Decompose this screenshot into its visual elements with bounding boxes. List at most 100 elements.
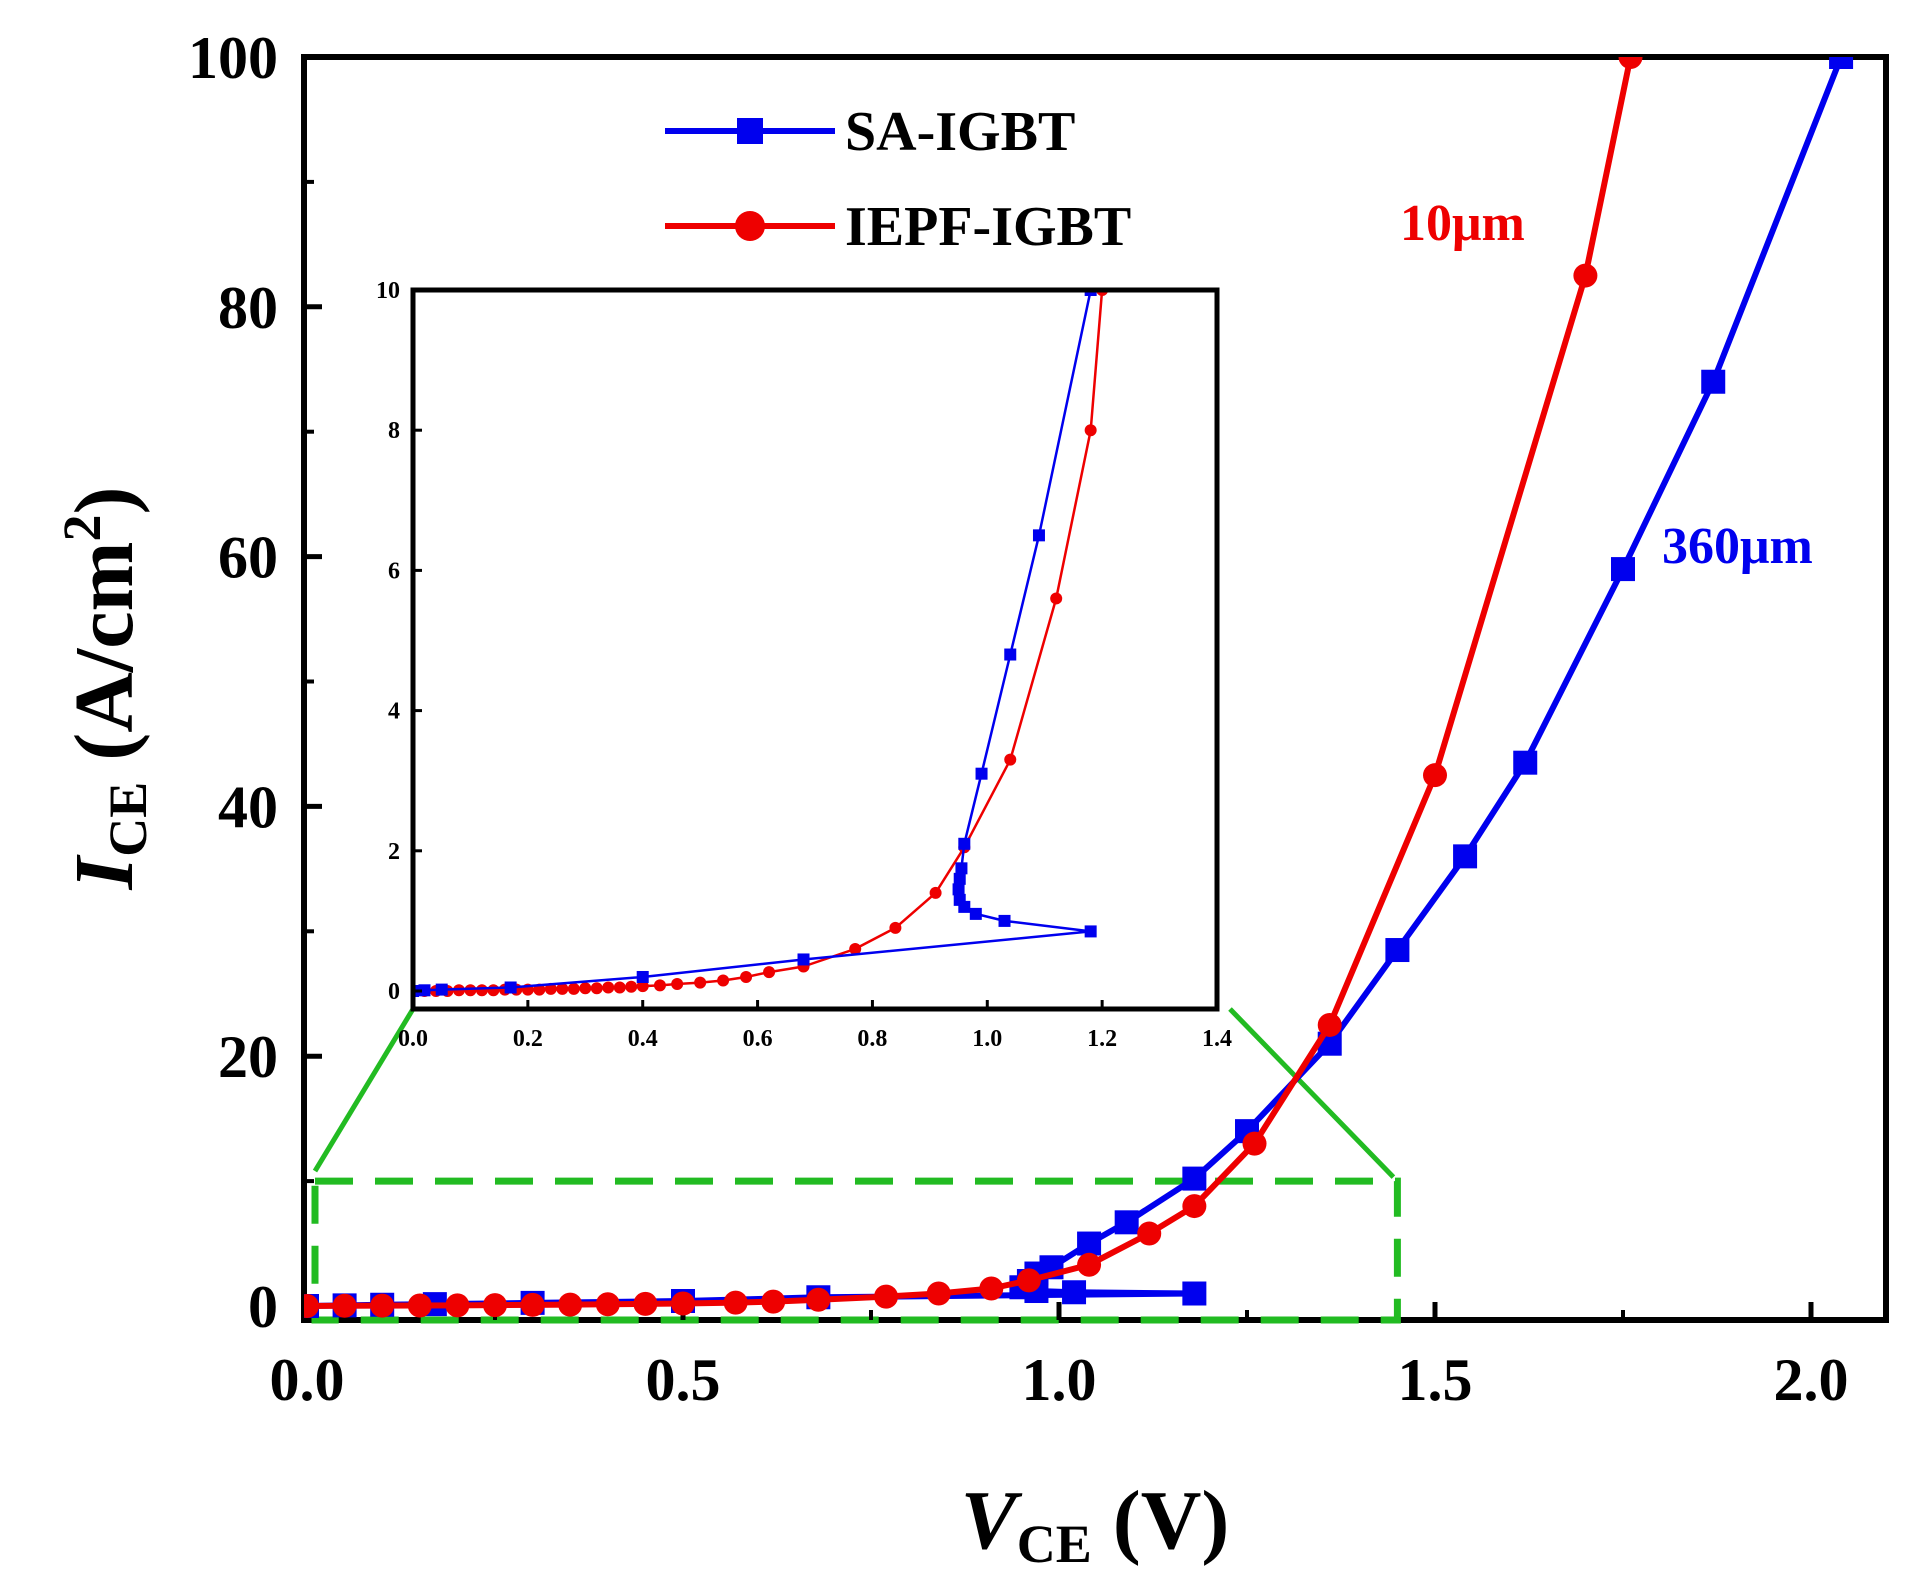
inset-iepf-igbt-point [475,984,488,997]
inset-sa-igbt-point [953,872,966,885]
y-tick-label: 40 [218,774,278,840]
zoom-guide [311,1007,1401,1324]
iepf-igbt-point [520,1292,545,1317]
iepf-igbt-point [1317,1012,1342,1037]
inset-sa-igbt-point [952,883,965,896]
legend-entry-sa-igbt: SA-IGBT [665,101,1075,163]
iepf-igbt-point [633,1291,658,1316]
inset-iepf-igbt-point [929,886,942,899]
zoom-connector-right [1228,1007,1396,1179]
x-tick-label: 0.0 [270,1347,345,1413]
inset-sa-igbt-point [435,983,448,996]
legend-entry-iepf-igbt: IEPF-IGBT [665,196,1131,258]
x-tick-label: 1.0 [1022,1347,1097,1413]
inset-iepf-igbt-point [653,979,666,992]
legend-marker-square [737,118,763,144]
inset-y-tick-label: 2 [388,839,400,865]
sa-igbt-point [1114,1210,1139,1235]
iepf-igbt-point [483,1293,507,1318]
iepf-igbt-point [1423,763,1447,788]
iepf-igbt-point [332,1293,357,1318]
inset-x-tick-label: 1.4 [1202,1026,1232,1052]
inset-iepf-igbt-point [1004,753,1017,766]
y-axis-label-unit: (A/cm [58,542,151,782]
x-axis-label-subscript: CE [1017,1514,1092,1571]
y-axis-label-symbol: I [58,853,151,890]
inset-iepf-igbt-point [464,984,477,997]
inset-x-tick-label: 0.2 [513,1026,543,1052]
iepf-igbt-point [370,1293,395,1318]
inset-iepf-igbt-point [567,982,580,995]
x-tick-label: 0.5 [646,1347,721,1413]
iepf-igbt-point [979,1276,1004,1301]
x-tick-label: 1.5 [1398,1347,1473,1413]
y-axis-label-unit-close: ) [58,487,151,515]
inset-y-tick-label: 8 [388,418,400,444]
x-axis-label-symbol: V [961,1474,1023,1567]
inset-sa-igbt-point [1004,648,1017,661]
iepf-igbt-point [1618,57,1643,69]
inset-sa-igbt-point [797,953,810,966]
inset-iepf-igbt-point [694,976,707,989]
y-axis-label-subscript: CE [98,782,158,857]
y-tick-label: 60 [218,525,278,591]
inset-iepf-igbt-point [556,982,569,995]
iepf-igbt-point [1077,1252,1102,1277]
inset-iepf-igbt-point [487,984,500,997]
inset-y-tick-label: 4 [388,699,400,725]
inset-sa-igbt-point [975,767,988,780]
inset-sa-igbt-point [636,970,649,983]
inset-plot-frame [410,287,1220,1012]
inset-iepf-igbt-point [544,982,557,995]
inset-x-tick-label: 1.0 [972,1026,1002,1052]
zoom-region-box [311,1177,1401,1324]
x-axis-label-unit: (V) [1092,1474,1230,1567]
inset-sa-igbt-point [1032,529,1045,542]
inset-sa-igbt-point [958,837,971,850]
sa-igbt-point [1829,57,1854,69]
legend-marker-circle [735,211,765,241]
inset-sa-igbt-point [1084,290,1097,296]
annotation-360um: 360μm [1662,518,1813,575]
iepf-igbt-point [1137,1221,1162,1246]
inset-sa-igbt-point [1084,925,1097,938]
iepf-igbt-point [304,1294,319,1318]
sa-igbt-point [1182,1166,1207,1191]
inset-iepf-igbt-point [1084,424,1097,437]
iepf-igbt-point [558,1292,583,1317]
inset-x-tick-label: 1.2 [1087,1026,1117,1052]
sa-igbt-point [1182,1281,1207,1306]
sa-igbt-point [1513,750,1538,775]
sa-igbt-point [1453,844,1478,869]
iepf-igbt-point [926,1281,951,1306]
y-axis-label: ICE (A/cm2) [52,487,158,891]
annotation-10um: 10μm [1400,195,1525,252]
inset-iepf-igbt-point [763,966,776,979]
legend-label-sa-igbt: SA-IGBT [845,101,1075,163]
legend: SA-IGBT IEPF-IGBT [665,101,1131,258]
sa-igbt-point [1077,1231,1102,1256]
sa-igbt-point [1062,1280,1087,1305]
inset-sa-igbt-point [953,893,966,906]
legend-label-iepf-igbt: IEPF-IGBT [845,196,1131,258]
inset-iepf-igbt-point [625,980,638,993]
iepf-igbt-point [1182,1194,1207,1219]
inset-iepf-igbt-point [849,942,862,955]
inset-iepf-igbt-point [671,977,684,990]
inset-x-tick-label: 0.4 [628,1026,658,1052]
y-axis-label-superscript: 2 [52,515,112,542]
inset-x-tick-label: 0.6 [743,1026,773,1052]
iepf-igbt-point [407,1293,432,1318]
inset-sa-igbt-point [955,862,968,875]
inset-sa-igbt-point [504,981,517,994]
iepf-igbt-point [671,1291,695,1316]
main-series-layer [304,57,1854,1318]
inset-iepf-igbt-point [590,982,603,995]
y-tick-label: 20 [218,1024,278,1090]
iepf-igbt-point [595,1292,620,1317]
y-tick-label: 0 [248,1274,278,1340]
y-tick-label: 80 [218,275,278,341]
inset-iepf-igbt-point [636,980,649,993]
